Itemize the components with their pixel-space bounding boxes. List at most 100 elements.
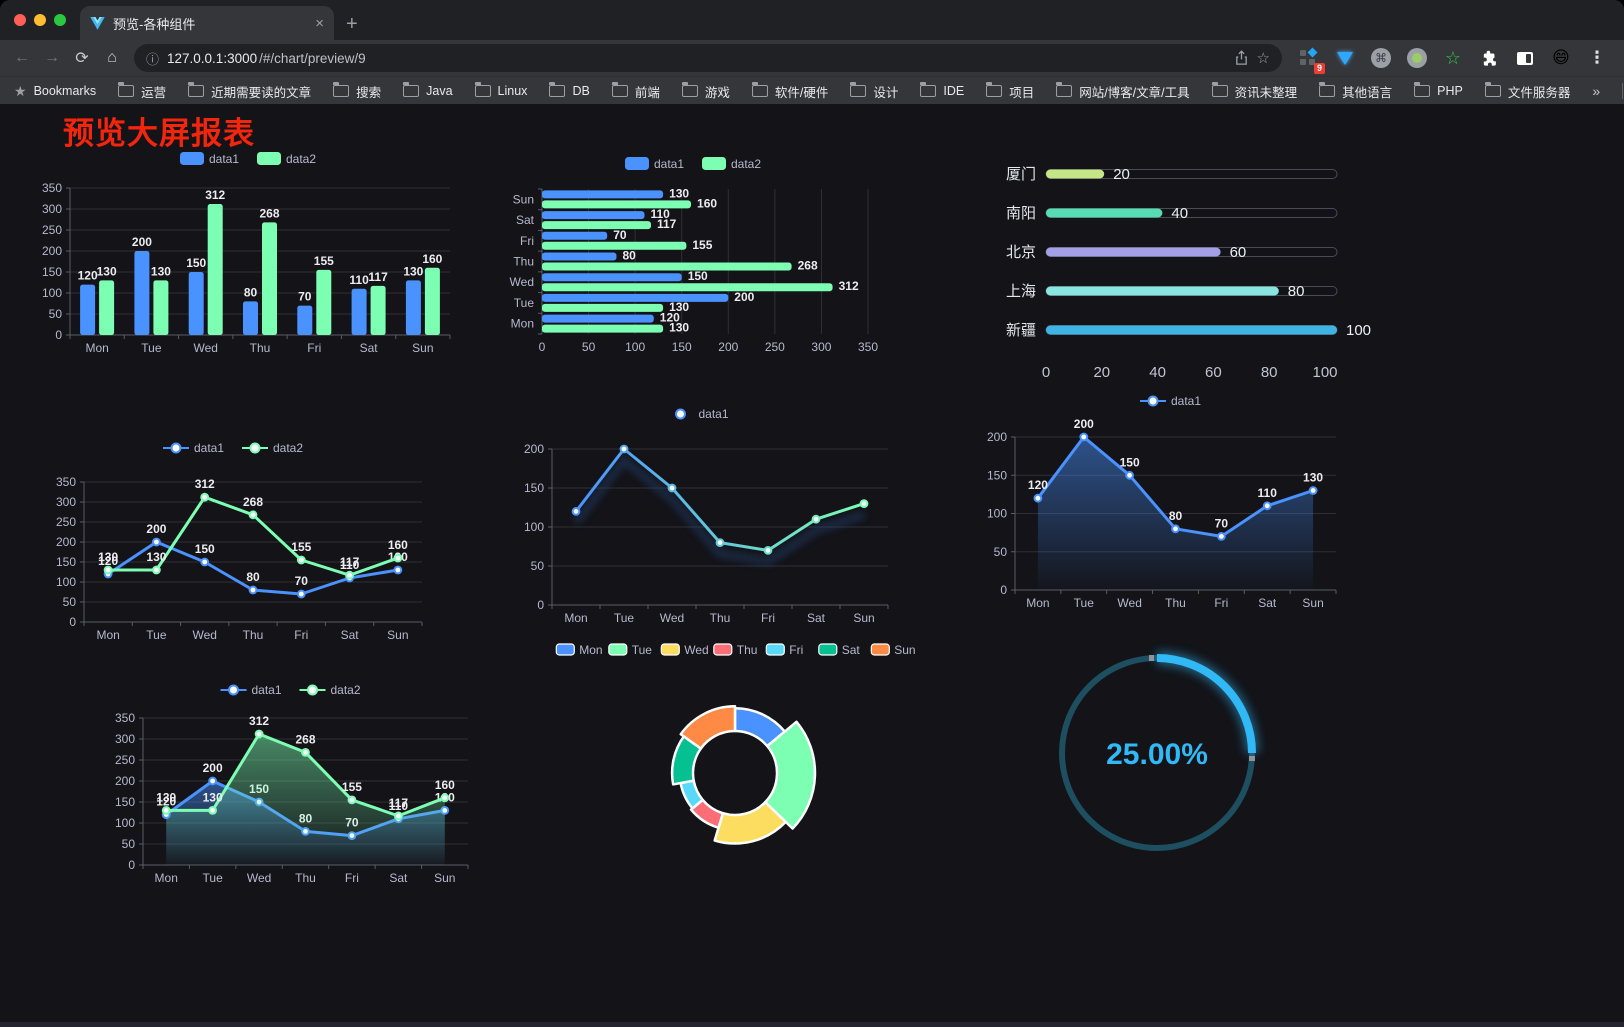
two-series-line-chart[interactable]: 0 50 100 150 200 250 300 350 Mon Tue Wed Thu Fri Sat S… (40, 426, 430, 654)
bookmarks-overflow-chevron[interactable]: » (1592, 83, 1601, 99)
svg-text:150: 150 (195, 542, 215, 556)
bookmark-folder-item[interactable]: 资讯未整理 (1211, 82, 1297, 101)
side-panel-icon[interactable] (1512, 45, 1538, 71)
svg-text:0: 0 (55, 328, 62, 342)
bookmark-star-icon[interactable]: ☆ (1256, 50, 1270, 67)
rose-donut-pie-chart[interactable]: Mon Tue Wed Thu Fri Sat Sun (545, 632, 925, 904)
folder-icon (681, 82, 698, 97)
c9-svg: 25.00% (1059, 651, 1259, 851)
page-info-icon[interactable]: ⓘ (146, 51, 160, 67)
svg-text:厦门: 厦门 (1006, 166, 1036, 183)
bookmark-folder-item[interactable]: 前端 (611, 82, 660, 101)
bookmark-folder-item[interactable]: 搜索 (333, 82, 381, 101)
reload-icon[interactable]: ⟳ (75, 50, 89, 67)
city-progress-chart[interactable]: 厦门 20 南阳 40 北京 60 上海 80 新疆 100 0 20 40 60 80 100 (995, 150, 1380, 385)
bookmark-folder-item[interactable]: 软件/硬件 (751, 82, 828, 101)
svg-text:130: 130 (669, 300, 689, 314)
bookmarks-root-item[interactable]: ★ Bookmarks (14, 83, 96, 100)
bookmark-label: 前端 (634, 85, 660, 100)
svg-text:150: 150 (115, 795, 135, 809)
svg-text:data1: data1 (654, 157, 684, 171)
page-title: 预览大屏报表 (63, 116, 255, 151)
svg-text:0: 0 (1042, 364, 1050, 381)
svg-text:Sat: Sat (389, 871, 408, 885)
svg-text:350: 350 (56, 475, 76, 489)
bookmark-folder-item[interactable]: Linux (474, 82, 528, 98)
svg-text:130: 130 (669, 186, 689, 200)
svg-text:130: 130 (151, 264, 171, 278)
browser-toolbar: ← → ⟳ ⌂ ⓘ 127.0.0.1:3000 /#/chart/previe… (0, 40, 1624, 76)
two-series-area-chart[interactable]: 0 50 100 150 200 250 300 350 Mon Tue Wed Thu Fri Sat S… (105, 668, 480, 906)
bookmark-folder-item[interactable]: 项目 (986, 82, 1034, 101)
svg-text:50: 50 (531, 559, 545, 573)
grouped-bar-chart[interactable]: 0 50 100 150 200 250 300 350 Mon Tue Wed Thu Fri Sat S… (40, 138, 460, 373)
svg-text:160: 160 (422, 252, 442, 266)
progress-gauge-chart[interactable]: 25.00% (1040, 626, 1280, 884)
traffic-lights (14, 14, 66, 26)
svg-text:312: 312 (839, 279, 859, 293)
extensions-puzzle-icon[interactable] (1476, 45, 1502, 71)
folder-icon (1484, 82, 1501, 97)
bookmark-folder-item[interactable]: 设计 (850, 82, 898, 101)
svg-text:Fri: Fri (1214, 596, 1228, 610)
gradient-line-chart[interactable]: 0 50 100 150 200 Mon Tue Wed Thu Fri Sat Sun data1 (505, 396, 895, 638)
bookmark-folder-item[interactable]: 文件服务器 (1484, 82, 1570, 101)
bookmark-label: 运营 (141, 85, 167, 100)
bookmark-folder-item[interactable]: 游戏 (681, 82, 730, 101)
svg-text:Wed: Wed (510, 275, 534, 289)
svg-text:40: 40 (1149, 364, 1166, 381)
bookmark-folder-item[interactable]: 网站/博客/文章/工具 (1056, 82, 1190, 101)
svg-text:70: 70 (295, 574, 309, 588)
svg-text:Thu: Thu (295, 871, 316, 885)
userscript-extension-icon[interactable]: ⌘ (1368, 45, 1394, 71)
svg-text:160: 160 (435, 778, 455, 792)
bookmark-folder-item[interactable]: DB (549, 82, 590, 98)
svg-text:60: 60 (1230, 244, 1247, 261)
svg-text:200: 200 (987, 430, 1007, 444)
bookmark-label: Linux (497, 84, 528, 98)
close-window-button[interactable] (14, 14, 26, 26)
url-host: 127.0.0.1:3000 (167, 50, 258, 66)
minimize-window-button[interactable] (34, 14, 46, 26)
zoom-window-button[interactable] (54, 14, 66, 26)
svg-text:350: 350 (858, 340, 878, 354)
bookmark-folder-item[interactable]: 运营 (118, 82, 166, 101)
back-icon[interactable]: ← (14, 49, 30, 66)
bookmark-folder-item[interactable]: IDE (920, 82, 964, 98)
svg-text:268: 268 (243, 495, 263, 509)
svg-text:Sat: Sat (807, 611, 826, 625)
apps-grid-extension-icon[interactable]: 9 (1296, 45, 1325, 74)
area-line-chart[interactable]: 0 50 100 150 200 Mon Tue Wed Thu Fri Sat Sun 120 200 1… (985, 383, 1360, 625)
vue-devtools-icon[interactable] (1332, 45, 1358, 71)
bookmark-label: PHP (1437, 84, 1463, 98)
svg-text:117: 117 (657, 217, 677, 231)
svg-text:268: 268 (259, 206, 279, 220)
svg-text:Tue: Tue (146, 628, 167, 642)
folder-icon (188, 82, 205, 97)
green-star-extension-icon[interactable]: ☆ (1444, 47, 1462, 68)
svg-text:Sun: Sun (387, 628, 408, 642)
recorder-extension-icon[interactable] (1404, 45, 1430, 71)
url-bar[interactable]: ⓘ 127.0.0.1:3000 /#/chart/preview/9 ☆ (134, 44, 1282, 72)
svg-text:Tue: Tue (203, 871, 224, 885)
svg-text:Sun: Sun (412, 341, 433, 355)
horizontal-bar-chart[interactable]: 0 50 100 150 200 250 300 350 Sun Sat Fri Thu Wed Tue M… (500, 144, 890, 369)
bookmark-folder-item[interactable]: 近期需要读的文章 (188, 82, 311, 101)
profile-emoji-avatar[interactable]: 😄 (1552, 48, 1570, 67)
forward-icon[interactable]: → (44, 49, 60, 66)
home-icon[interactable]: ⌂ (107, 49, 117, 66)
bookmark-folder-item[interactable]: 其他语言 (1319, 82, 1392, 101)
chrome-menu-icon[interactable]: ⋮ (1588, 48, 1606, 67)
bookmark-folder-item[interactable]: PHP (1414, 82, 1463, 98)
svg-text:130: 130 (1303, 471, 1323, 485)
tab-close-icon[interactable]: × (315, 14, 324, 32)
svg-text:20: 20 (1093, 364, 1110, 381)
new-tab-button[interactable]: + (346, 13, 358, 35)
svg-text:Mon: Mon (85, 341, 108, 355)
share-icon[interactable] (1234, 50, 1249, 66)
bookmark-folder-item[interactable]: Java (403, 82, 453, 98)
svg-text:120: 120 (660, 311, 680, 325)
browser-tab[interactable]: 预览-各种组件 × (80, 6, 334, 40)
folder-icon (118, 82, 135, 97)
svg-text:150: 150 (524, 481, 544, 495)
